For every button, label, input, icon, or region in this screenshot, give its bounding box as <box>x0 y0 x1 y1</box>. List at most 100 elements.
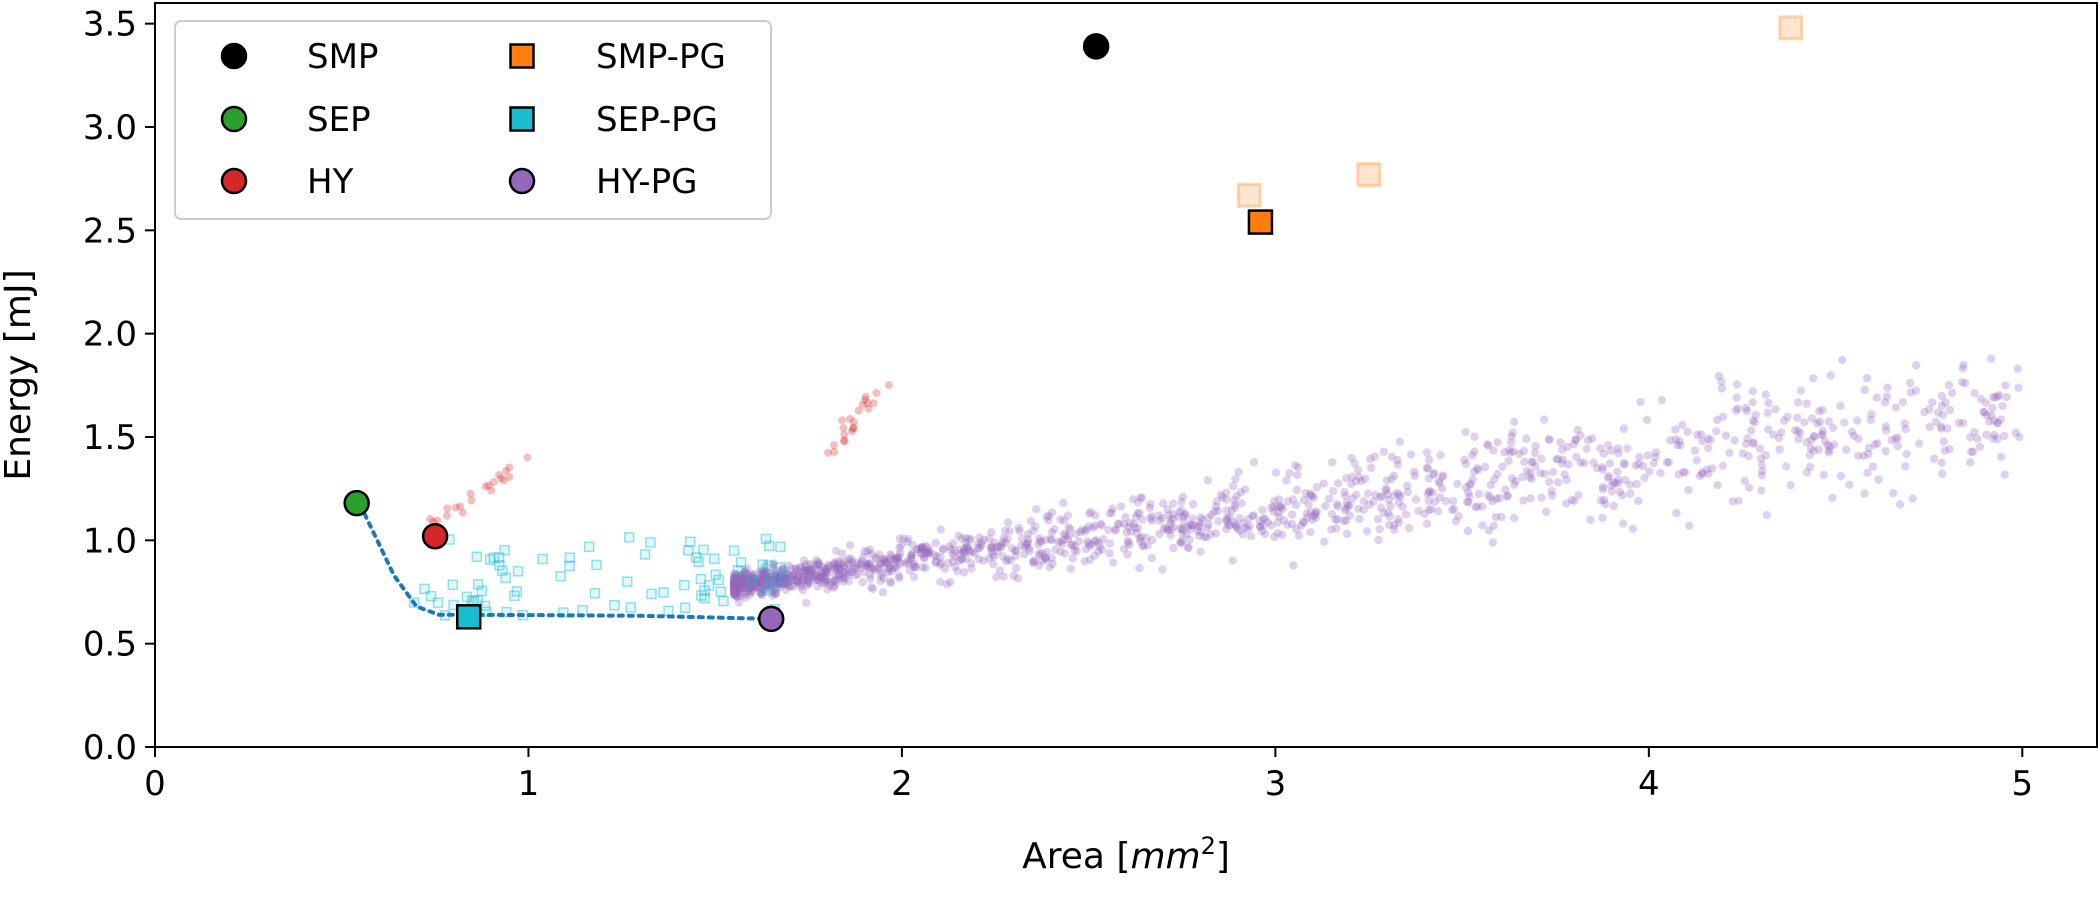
hy-pg-background-point <box>1108 504 1117 513</box>
hy-pg-background-point <box>1607 481 1616 490</box>
sep-pg-background-point <box>432 597 444 608</box>
hy-pg-background-point <box>1598 513 1607 523</box>
hy-pg-background-point <box>1331 515 1340 525</box>
hy-pg-background-point <box>797 573 807 582</box>
hy-pg-background-point <box>986 543 996 553</box>
hy-pg-background-point <box>1802 468 1812 477</box>
hy-pg-background-point <box>1430 497 1440 506</box>
hy-pg-background-point <box>989 559 998 569</box>
hy-pg-background-point <box>1259 514 1268 523</box>
hy-pg-background-point <box>775 575 784 584</box>
hy-pg-background-point <box>1260 514 1269 524</box>
hy-pg-background-point <box>844 567 853 577</box>
hy-pg-background-point <box>961 538 970 548</box>
hy-pg-background-point <box>1592 463 1602 473</box>
hy-pg-background-point <box>839 560 849 570</box>
hy-pg-background-point <box>962 542 972 552</box>
hy-pg-background-point <box>746 579 756 588</box>
hy-pg-background-point <box>752 581 761 591</box>
hy-pg-background-point <box>1139 541 1148 550</box>
hy-pg-background-point <box>755 574 764 584</box>
hy-pg-background-point <box>1094 547 1103 556</box>
hy-pg-background-point <box>1474 489 1483 499</box>
hy-pg-background-point <box>940 564 950 574</box>
hy-pg-background-point <box>1488 538 1497 547</box>
hy-pg-background-point <box>1783 412 1792 422</box>
hy-pg-background-point <box>1276 501 1286 511</box>
hy-pg-background-point <box>1345 501 1354 510</box>
hy-pg-background-point <box>1345 511 1355 520</box>
hy-pg-background-point <box>730 582 739 592</box>
hy-pg-background-point <box>1695 471 1704 481</box>
hy-pg-background-point <box>1488 496 1497 506</box>
hy-pg-background-point <box>1158 565 1167 574</box>
hy-background-point <box>487 486 496 495</box>
hy-pg-background-point <box>1222 515 1231 524</box>
hy-pg-background-point <box>1222 506 1231 515</box>
hy-pg-background-point <box>961 533 971 543</box>
hy-pg-background-point <box>1007 544 1017 553</box>
hy-pg-background-point <box>775 578 784 587</box>
hy-background-point <box>839 436 848 445</box>
sep-pg-background-point <box>693 556 704 568</box>
hy-pg-background-point <box>1096 519 1105 529</box>
hy-pg-background-point <box>783 577 792 587</box>
hy-pg-background-point <box>1507 438 1516 447</box>
hy-pg-background-point <box>1466 479 1475 489</box>
hy-pg-background-point <box>756 574 765 583</box>
hy-pg-background-point <box>1120 519 1129 529</box>
hy-pg-background-point <box>730 575 739 584</box>
hy-pg-background-point <box>1403 481 1412 490</box>
hy-pg-background-point <box>1761 390 1770 399</box>
hy-pg-background-point <box>1123 550 1132 559</box>
sep-pg-background-point <box>609 599 620 611</box>
hy-pg-background-point <box>863 560 872 570</box>
hy-pg-background-point <box>1064 523 1074 532</box>
hy-pg-background-point <box>729 578 739 587</box>
hy-pg-background-point <box>738 574 747 583</box>
hy-pg-background-point <box>1011 546 1020 555</box>
hy-pg-background-point <box>925 546 934 555</box>
hy-pg-background-point <box>1207 510 1216 520</box>
hy-pg-background-point <box>749 569 758 579</box>
hy-pg-background-point <box>1129 519 1139 528</box>
hy-pg-background-point <box>1651 452 1660 462</box>
hy-pg-background-point <box>1195 519 1205 528</box>
hy-pg-background-point <box>1847 427 1857 437</box>
sep-pg-background-point <box>699 592 710 604</box>
hy-pg-background-point <box>1586 515 1595 524</box>
hy-pg-background-point <box>1211 502 1221 511</box>
hy-pg-background-point <box>1544 434 1554 444</box>
hy-pg-background-point <box>790 575 800 585</box>
hy-pg-background-point <box>1058 540 1067 549</box>
x-tick-label: 0 <box>144 764 166 804</box>
hy-pg-background-point <box>964 545 973 554</box>
hy-pg-background-point <box>802 581 811 590</box>
hy-pg-background-point <box>1302 509 1311 518</box>
hy-pg-background-point <box>1410 471 1420 481</box>
pareto-front-layer <box>358 503 774 621</box>
hy-pg-background-point <box>803 574 812 583</box>
hy-pg-background-point <box>876 571 886 581</box>
hy-pg-background-point <box>729 579 739 589</box>
hy-pg-background-point <box>1697 469 1707 479</box>
sep-pg-background-point <box>583 541 595 553</box>
hy-pg-background-point <box>740 567 749 577</box>
hy-pg-background-point <box>848 567 857 577</box>
hy-pg-background-point <box>853 570 863 579</box>
hy-pg-background-point <box>989 552 999 561</box>
hy-pg-background-point <box>1490 474 1499 484</box>
hy-pg-background-point <box>731 579 741 589</box>
hy-pg-background-point <box>773 572 782 582</box>
hy-pg-background-point <box>1228 481 1238 491</box>
hy-pg-background-point <box>730 582 739 592</box>
hy-pg-background-point <box>829 583 838 592</box>
hy-pg-background-point <box>873 563 882 572</box>
hy-pg-background-point <box>761 586 770 596</box>
hy-pg-background-point <box>1137 515 1147 524</box>
hy-pg-background-point <box>857 556 866 566</box>
background-points-layer <box>408 15 2024 621</box>
hy-pg-background-point <box>1553 454 1562 464</box>
hy-pg-background-point <box>1893 433 1902 442</box>
hy-pg-background-point <box>1484 490 1493 500</box>
